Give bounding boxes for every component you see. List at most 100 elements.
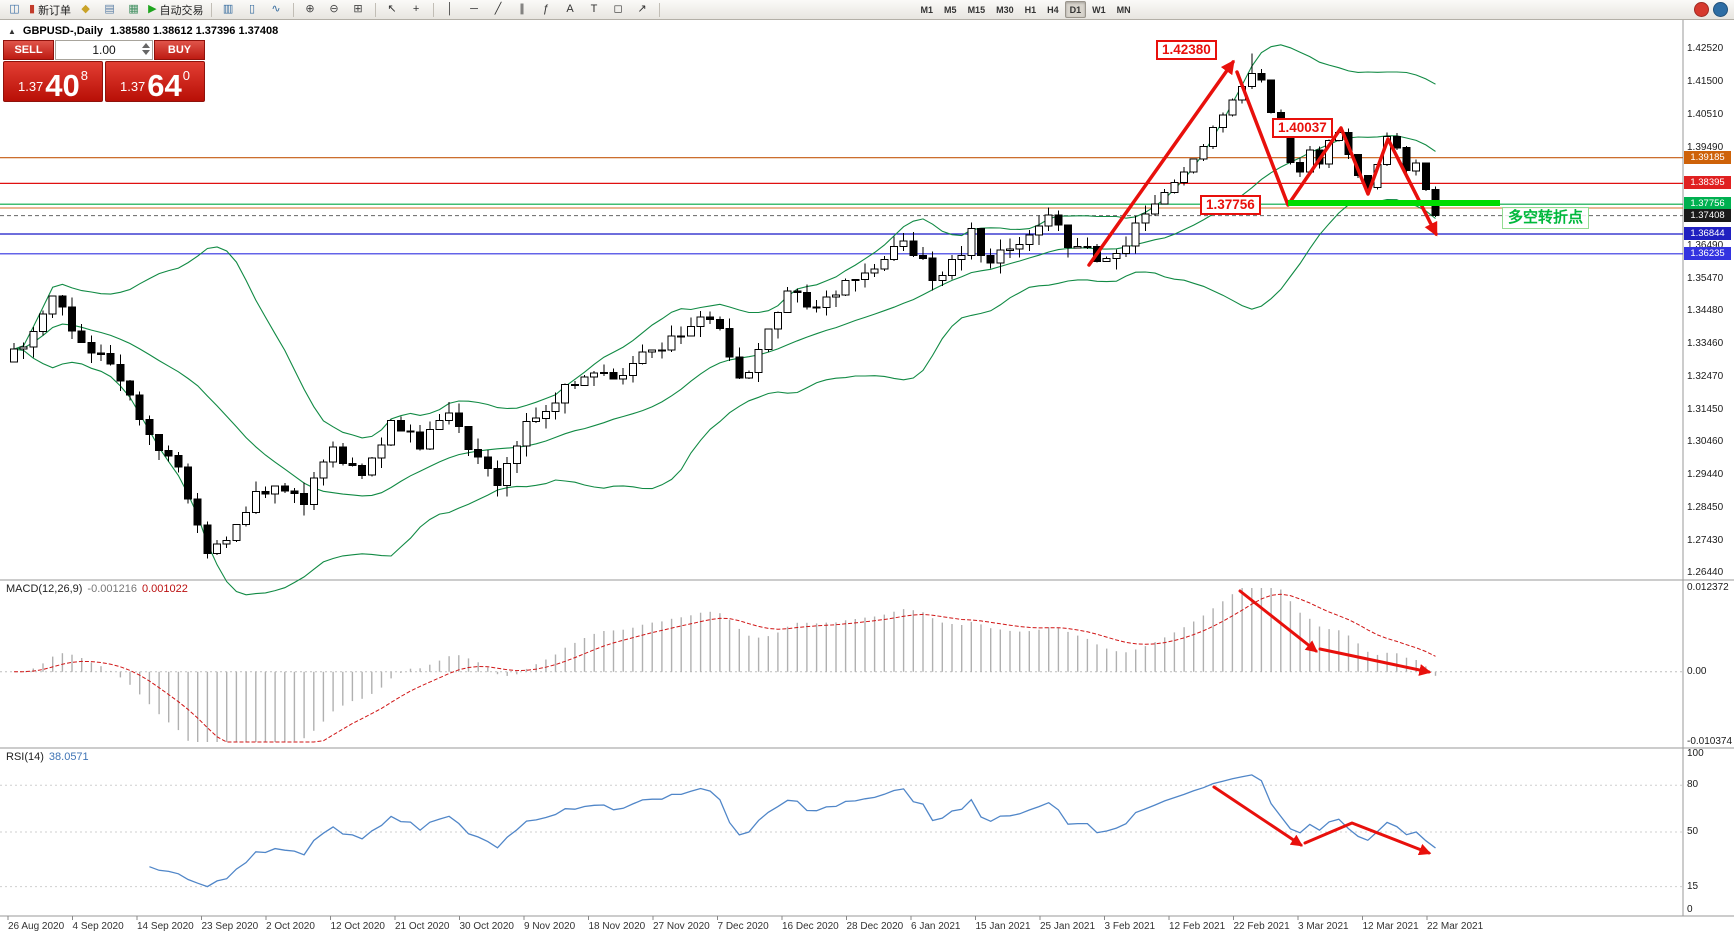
bar-chart-button[interactable]: ▥ [217,1,240,18]
candlestick-chart-button[interactable]: ▯ [241,1,264,18]
price-tag: 1.36844 [1684,226,1731,240]
price-scale-label: 1.41500 [1687,76,1724,88]
chart-collapse-icon[interactable]: ▲ [8,26,16,36]
price-scale-label: 1.40510 [1687,108,1724,120]
zoom-in-icon: ⊕ [305,3,315,15]
date-label: 14 Sep 2020 [137,921,194,932]
toolbar-right-group [1694,2,1731,17]
macd-scale-label: -0.010374 [1687,736,1733,747]
terminal-button[interactable]: ▤ [98,1,121,18]
timeframe-d1[interactable]: D1 [1064,1,1087,18]
timeframe-m1[interactable]: M1 [920,4,934,15]
cursor-icon: ↖ [387,3,397,15]
rsi-scale-label: 0 [1687,904,1693,915]
volume-up-button[interactable] [142,43,150,48]
date-label: 27 Nov 2020 [653,921,710,932]
chart-symbol-title: GBPUSD-,Daily [22,25,103,37]
trend-arrow-annotations[interactable] [1087,59,1438,856]
price-tag: 1.39185 [1684,150,1731,164]
fibonacci-button[interactable]: ƒ [535,1,558,18]
price-tag: 1.37408 [1684,208,1731,222]
label-button[interactable]: T [583,1,606,18]
chart-ohlc-values: 1.38580 1.38612 1.37396 1.37408 [110,25,279,37]
rsi-scale-label: 80 [1687,779,1699,791]
strategy-tester-button[interactable]: ▦ [122,1,145,18]
tile-windows-button[interactable]: ⊞ [347,1,370,18]
timeframe-m5[interactable]: M5 [944,4,957,15]
peak-price-annotation[interactable]: 1.42380 [1156,40,1217,60]
sell-button[interactable]: SELL [3,40,54,60]
candlestick-series [10,53,1440,559]
macd-value-1: -0.001216 [87,583,137,595]
community-icon[interactable] [1694,2,1709,17]
rsi-line [149,774,1436,888]
arrows-button[interactable]: ↗ [631,1,654,18]
shapes-button[interactable]: ◻ [607,1,630,18]
vertical-line-button[interactable]: │ [439,1,462,18]
horizontal-line-button[interactable]: ─ [463,1,486,18]
buy-price-button[interactable]: 1.37 64 0 [105,61,205,102]
price-scale-label: 1.35470 [1687,272,1724,284]
crosshair-icon: + [412,3,420,15]
rsi-scale-label: 100 [1687,748,1704,759]
price-scale-label: 1.29440 [1687,469,1724,481]
date-label: 3 Feb 2021 [1104,921,1156,932]
timeframe-mn[interactable]: MN [1116,4,1131,15]
metaeditor-icon: ◆ [81,3,90,15]
date-label: 23 Sep 2020 [201,921,259,932]
volume-input[interactable]: 1.00 [55,40,153,60]
bounce-price-annotation[interactable]: 1.40037 [1272,118,1333,138]
vertical-line-icon: │ [446,3,454,15]
timeframe-m15[interactable]: M15 [967,4,986,15]
cursor-button[interactable]: ↖ [381,1,404,18]
channel-icon: ∥ [519,3,525,15]
timeframe-w1[interactable]: W1 [1092,4,1106,15]
date-label: 22 Feb 2021 [1233,921,1290,932]
zoom-out-button[interactable]: ⊖ [323,1,346,18]
date-label: 3 Mar 2021 [1298,921,1349,932]
timeframe-h4[interactable]: H4 [1047,4,1059,15]
date-label: 4 Sep 2020 [72,921,124,932]
date-label: 30 Oct 2020 [459,921,514,932]
autotrading-button[interactable]: ▶ 自动交易 [146,1,205,18]
rsi-value: 38.0571 [48,751,89,763]
date-label: 12 Mar 2021 [1362,921,1419,932]
new-order-button[interactable]: ▮ 新订单 [27,1,73,18]
volume-down-button[interactable] [142,50,150,55]
date-label: 21 Oct 2020 [395,921,450,932]
text-icon: A [566,3,574,15]
trendline-button[interactable]: ╱ [487,1,510,18]
buy-button[interactable]: BUY [154,40,205,60]
news-icon[interactable] [1713,2,1728,17]
price-scale-label: 1.33460 [1687,338,1724,350]
macd-value-2: 0.001022 [141,583,188,595]
support-price-annotation[interactable]: 1.37756 [1200,195,1261,215]
price-scale-label: 1.31450 [1687,403,1724,415]
buy-price-point: 0 [182,68,191,83]
date-label: 6 Jan 2021 [911,921,961,932]
horizontal-price-lines[interactable] [0,157,1683,255]
timeframe-m30[interactable]: M30 [996,4,1014,15]
text-button[interactable]: A [559,1,582,18]
price-tag: 1.38395 [1684,176,1731,190]
zoom-in-button[interactable]: ⊕ [299,1,322,18]
sell-price-button[interactable]: 1.37 40 8 [3,61,103,102]
metaeditor-button[interactable]: ◆ [74,1,97,18]
macd-scale-label: 0.012372 [1687,582,1729,593]
rsi-scale-label: 50 [1687,826,1699,837]
macd-indicator-header: MACD(12,26,9) -0.001216 0.001022 [6,583,188,595]
turning-point-annotation[interactable]: 多空转折点 [1502,207,1590,229]
tile-windows-icon: ⊞ [353,3,363,15]
shapes-icon: ◻ [613,3,623,15]
sell-price-pips: 40 [45,67,80,103]
channel-button[interactable]: ∥ [511,1,534,18]
line-chart-icon: ∿ [271,3,281,15]
timeframe-h1[interactable]: H1 [1024,4,1037,15]
date-label: 26 Aug 2020 [8,921,65,932]
new-chart-button[interactable]: ◫ [3,1,26,18]
price-scale-label: 1.39490 [1687,141,1724,153]
crosshair-button[interactable]: + [405,1,428,18]
line-chart-button[interactable]: ∿ [265,1,288,18]
